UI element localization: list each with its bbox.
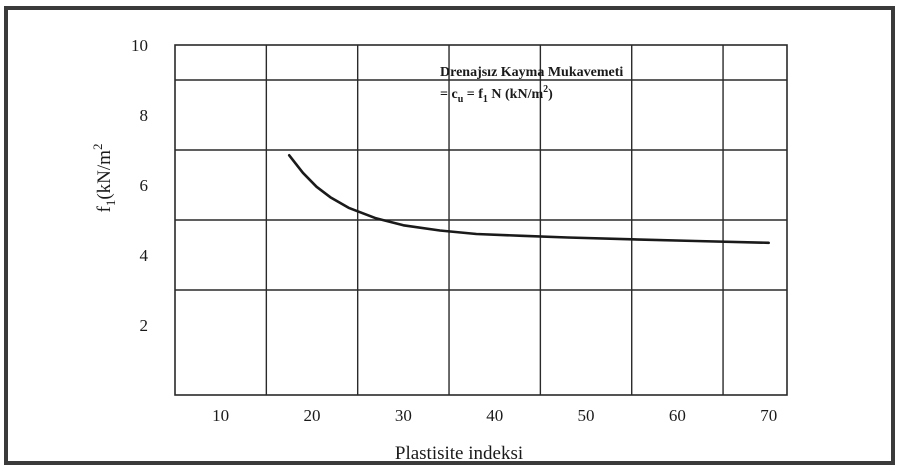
y-tick-label: 2 bbox=[140, 316, 149, 335]
x-tick-label: 40 bbox=[486, 406, 503, 425]
annotation-line2: = cu = f1 N (kN/m2) bbox=[440, 84, 553, 105]
grid-lines bbox=[174, 44, 788, 396]
x-tick-label: 20 bbox=[304, 406, 321, 425]
x-tick-label: 70 bbox=[760, 406, 777, 425]
outer-border bbox=[4, 6, 895, 465]
x-tick-label: 60 bbox=[669, 406, 686, 425]
y-axis-label: f1(kN/m2 bbox=[90, 144, 118, 213]
y-tick-label: 4 bbox=[140, 246, 149, 265]
annotation-line1: Drenajsız Kayma Mukavemeti bbox=[440, 65, 623, 80]
x-tick-label: 50 bbox=[578, 406, 595, 425]
series-curve bbox=[287, 154, 770, 245]
y-tick-labels: 10 8 6 4 2 bbox=[131, 36, 149, 335]
y-tick-label: 10 bbox=[131, 36, 148, 55]
x-tick-labels: 10 20 30 40 50 60 70 bbox=[212, 406, 777, 425]
x-tick-label: 10 bbox=[212, 406, 229, 425]
y-tick-label: 6 bbox=[140, 176, 149, 195]
x-tick-label: 30 bbox=[395, 406, 412, 425]
x-axis-label: Plastisite indeksi bbox=[395, 443, 523, 464]
y-tick-label: 8 bbox=[140, 106, 149, 125]
series-line bbox=[287, 154, 770, 245]
